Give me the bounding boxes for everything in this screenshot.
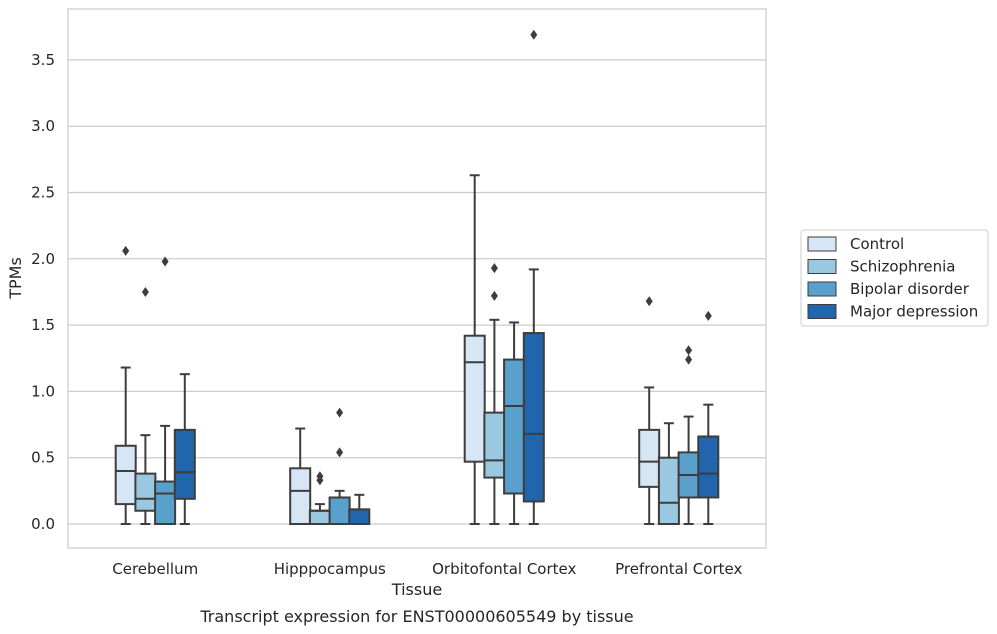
y-tick-label: 2.5 — [31, 184, 55, 202]
box-body — [134, 472, 157, 512]
box-2-3 — [522, 29, 545, 525]
outlier-point — [316, 471, 324, 482]
outlier-point — [685, 354, 693, 365]
box-1-2 — [328, 407, 351, 526]
box-body — [483, 411, 506, 479]
box-1-3 — [348, 493, 371, 526]
x-tick-label: Prefrontal Cortex — [615, 560, 742, 578]
box-body — [657, 456, 680, 526]
legend-swatch — [807, 281, 837, 297]
outlier-point — [336, 407, 344, 418]
grid-lines — [68, 59, 766, 525]
y-tick-labels: 0.0 0.5 1.0 1.5 2.0 2.5 3.0 3.5 — [31, 51, 55, 533]
x-tick-label: Cerebellum — [112, 560, 198, 578]
x-tick-labels: Cerebellum Hipppocampus Orbitofontal Corte… — [112, 560, 742, 578]
y-tick-label: 2.0 — [31, 250, 55, 268]
x-tick-label: Orbitofontal Cortex — [432, 560, 576, 578]
y-tick-label: 1.5 — [31, 316, 55, 334]
box-0-2 — [154, 256, 177, 525]
box-3-0 — [638, 296, 661, 525]
figure-caption: Transcript expression for ENST0000060554… — [199, 607, 633, 626]
box-body — [638, 428, 661, 488]
box-3-3 — [697, 310, 720, 525]
box-body — [289, 467, 312, 526]
box-0-1 — [134, 286, 157, 525]
legend-label: Schizophrenia — [850, 258, 955, 276]
outlier-point — [161, 256, 169, 267]
box-body — [154, 480, 177, 525]
legend-swatch — [807, 236, 837, 252]
y-tick-label: 0.5 — [31, 449, 55, 467]
outlier-point — [490, 263, 498, 274]
y-tick-label: 3.5 — [31, 51, 55, 69]
legend-swatch — [807, 304, 837, 319]
box-2-2 — [503, 321, 526, 525]
box-3-2 — [677, 345, 700, 525]
box-body — [463, 334, 486, 463]
legend-label: Major depression — [850, 303, 978, 321]
outlier-point — [336, 447, 344, 458]
box-1-0 — [289, 427, 312, 526]
box-body — [348, 508, 371, 526]
outlier-point — [141, 286, 149, 297]
outlier-point — [490, 290, 498, 301]
legend-label: Bipolar disorder — [850, 280, 970, 298]
legend-label: Control — [850, 235, 904, 253]
outlier-point — [704, 310, 712, 321]
y-tick-label: 0.0 — [31, 515, 55, 533]
x-tick-label: Hipppocampus — [274, 560, 386, 578]
box-body — [503, 358, 526, 495]
box-3-1 — [657, 422, 680, 526]
legend-items: Control Schizophrenia Bipolar disorder Majo… — [807, 235, 978, 321]
box-2-1 — [483, 263, 506, 525]
box-body — [697, 435, 720, 499]
y-axis-label: TPMs — [6, 257, 25, 300]
y-tick-label: 3.0 — [31, 117, 55, 135]
box-body — [308, 509, 331, 525]
box-body — [114, 444, 137, 506]
box-0-3 — [173, 373, 196, 525]
y-tick-label: 1.0 — [31, 382, 55, 400]
outlier-point — [685, 345, 693, 356]
legend-swatch — [807, 259, 837, 274]
box-body — [328, 496, 351, 526]
box-2-0 — [463, 174, 486, 525]
legend-frame — [800, 229, 989, 327]
outlier-point — [530, 29, 538, 40]
x-axis-label: Tissue — [391, 580, 442, 599]
outlier-point — [122, 245, 130, 256]
box-body — [522, 332, 545, 503]
outlier-point — [645, 296, 653, 307]
box-series-group — [114, 29, 720, 526]
box-0-0 — [114, 245, 137, 525]
box-body — [173, 428, 196, 500]
legend: Control Schizophrenia Bipolar disorder Majo… — [800, 229, 989, 327]
box-1-1 — [308, 471, 331, 525]
plot-area-frame — [67, 8, 767, 549]
